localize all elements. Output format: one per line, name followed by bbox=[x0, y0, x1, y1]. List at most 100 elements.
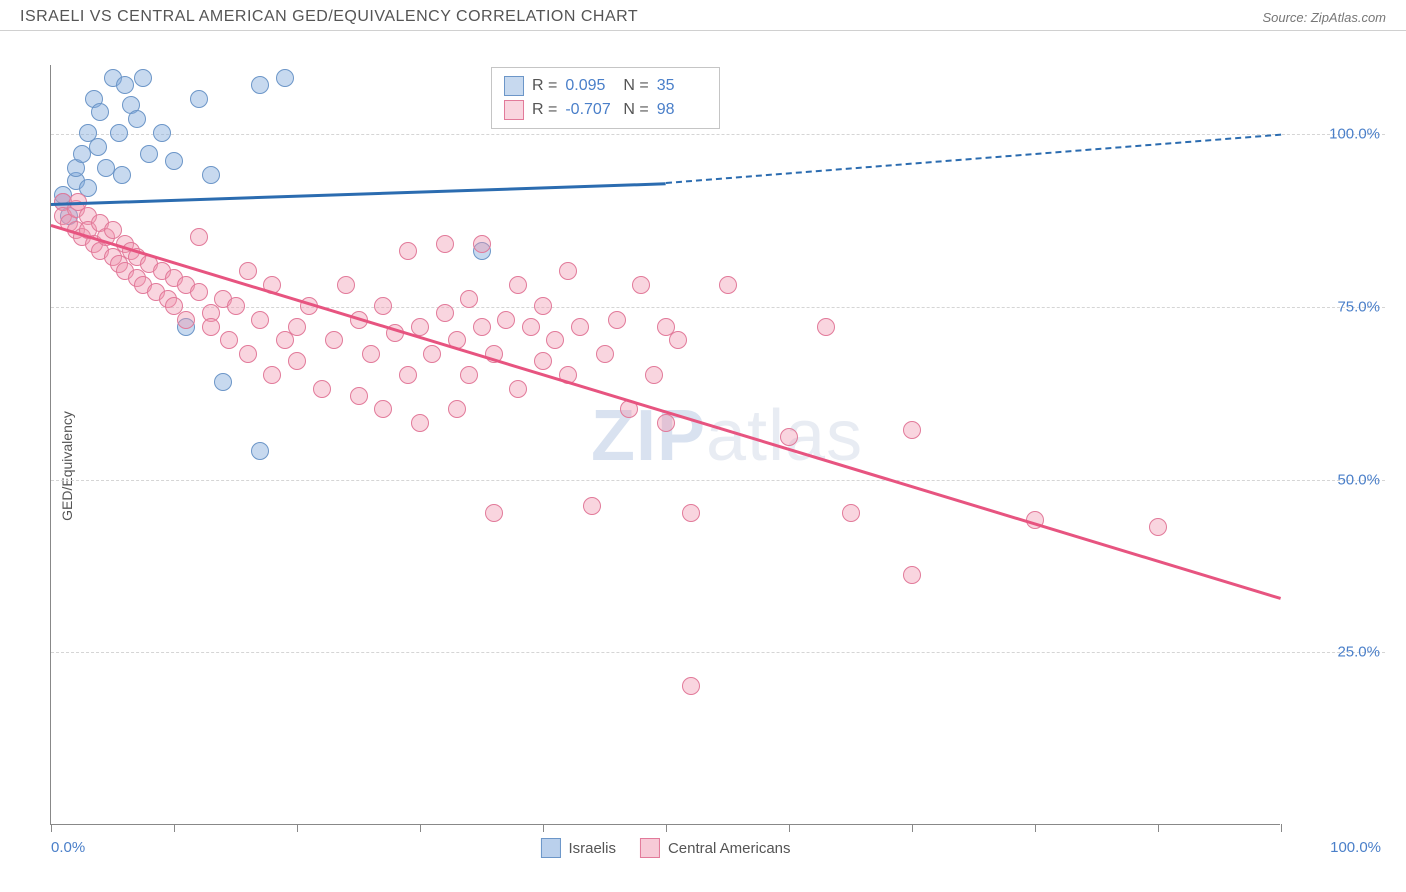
data-point bbox=[460, 290, 478, 308]
data-point bbox=[350, 387, 368, 405]
data-point bbox=[263, 366, 281, 384]
data-point bbox=[337, 276, 355, 294]
data-point bbox=[374, 297, 392, 315]
data-point bbox=[632, 276, 650, 294]
data-point bbox=[251, 311, 269, 329]
data-point bbox=[522, 318, 540, 336]
r-label: R = bbox=[532, 101, 557, 119]
stats-legend-row: R =0.095N =35 bbox=[504, 74, 707, 98]
data-point bbox=[583, 497, 601, 515]
x-tick bbox=[1035, 824, 1036, 832]
n-value: 35 bbox=[657, 77, 707, 95]
stats-legend: R =0.095N =35R =-0.707N =98 bbox=[491, 67, 720, 129]
data-point bbox=[134, 69, 152, 87]
data-point bbox=[657, 414, 675, 432]
data-point bbox=[534, 352, 552, 370]
r-label: R = bbox=[532, 77, 557, 95]
data-point bbox=[596, 345, 614, 363]
data-point bbox=[190, 90, 208, 108]
x-tick bbox=[174, 824, 175, 832]
data-point bbox=[903, 566, 921, 584]
data-point bbox=[682, 504, 700, 522]
data-point bbox=[719, 276, 737, 294]
data-point bbox=[202, 166, 220, 184]
y-tick-label: 75.0% bbox=[1290, 298, 1380, 315]
data-point bbox=[362, 345, 380, 363]
gridline bbox=[51, 652, 1385, 653]
data-point bbox=[214, 373, 232, 391]
data-point bbox=[202, 318, 220, 336]
series-legend: Israelis Central Americans bbox=[540, 838, 790, 858]
data-point bbox=[110, 124, 128, 142]
data-point bbox=[780, 428, 798, 446]
data-point bbox=[91, 103, 109, 121]
data-point bbox=[903, 421, 921, 439]
data-point bbox=[165, 152, 183, 170]
x-tick bbox=[1281, 824, 1282, 832]
data-point bbox=[669, 331, 687, 349]
legend-swatch bbox=[504, 76, 524, 96]
gridline bbox=[51, 307, 1385, 308]
data-point bbox=[128, 110, 146, 128]
x-tick bbox=[912, 824, 913, 832]
chart-header: ISRAELI VS CENTRAL AMERICAN GED/EQUIVALE… bbox=[0, 0, 1406, 31]
legend-swatch bbox=[540, 838, 560, 858]
x-tick-label: 0.0% bbox=[51, 839, 85, 856]
data-point bbox=[399, 366, 417, 384]
y-tick-label: 25.0% bbox=[1290, 644, 1380, 661]
data-point bbox=[509, 380, 527, 398]
data-point bbox=[423, 345, 441, 363]
data-point bbox=[1149, 518, 1167, 536]
data-point bbox=[177, 311, 195, 329]
data-point bbox=[116, 76, 134, 94]
data-point bbox=[288, 352, 306, 370]
data-point bbox=[436, 304, 454, 322]
stats-legend-row: R =-0.707N =98 bbox=[504, 98, 707, 122]
x-tick-label: 100.0% bbox=[1330, 839, 1381, 856]
data-point bbox=[89, 138, 107, 156]
x-tick bbox=[420, 824, 421, 832]
data-point bbox=[509, 276, 527, 294]
data-point bbox=[473, 318, 491, 336]
data-point bbox=[190, 283, 208, 301]
r-value: 0.095 bbox=[565, 77, 615, 95]
trend-line bbox=[51, 182, 666, 205]
data-point bbox=[546, 331, 564, 349]
y-tick-label: 100.0% bbox=[1290, 126, 1380, 143]
x-tick bbox=[789, 824, 790, 832]
data-point bbox=[190, 228, 208, 246]
chart-container: GED/Equivalency ZIPatlas 25.0%50.0%75.0%… bbox=[0, 40, 1406, 892]
data-point bbox=[485, 504, 503, 522]
x-tick bbox=[1158, 824, 1159, 832]
legend-item: Israelis bbox=[540, 838, 616, 858]
data-point bbox=[399, 242, 417, 260]
data-point bbox=[645, 366, 663, 384]
data-point bbox=[497, 311, 515, 329]
x-tick bbox=[51, 824, 52, 832]
plot-area: ZIPatlas 25.0%50.0%75.0%100.0%0.0%100.0%… bbox=[50, 65, 1280, 825]
data-point bbox=[113, 166, 131, 184]
gridline bbox=[51, 134, 1385, 135]
data-point bbox=[571, 318, 589, 336]
data-point bbox=[448, 400, 466, 418]
data-point bbox=[682, 677, 700, 695]
data-point bbox=[251, 76, 269, 94]
y-tick-label: 50.0% bbox=[1290, 471, 1380, 488]
data-point bbox=[313, 380, 331, 398]
data-point bbox=[276, 331, 294, 349]
legend-item: Central Americans bbox=[640, 838, 791, 858]
data-point bbox=[227, 297, 245, 315]
trend-line bbox=[51, 224, 1282, 599]
legend-swatch bbox=[640, 838, 660, 858]
data-point bbox=[374, 400, 392, 418]
data-point bbox=[411, 414, 429, 432]
data-point bbox=[559, 262, 577, 280]
trend-line bbox=[666, 134, 1281, 184]
data-point bbox=[239, 262, 257, 280]
data-point bbox=[325, 331, 343, 349]
chart-title: ISRAELI VS CENTRAL AMERICAN GED/EQUIVALE… bbox=[20, 8, 638, 26]
data-point bbox=[411, 318, 429, 336]
data-point bbox=[842, 504, 860, 522]
legend-label: Israelis bbox=[568, 840, 616, 857]
legend-swatch bbox=[504, 100, 524, 120]
